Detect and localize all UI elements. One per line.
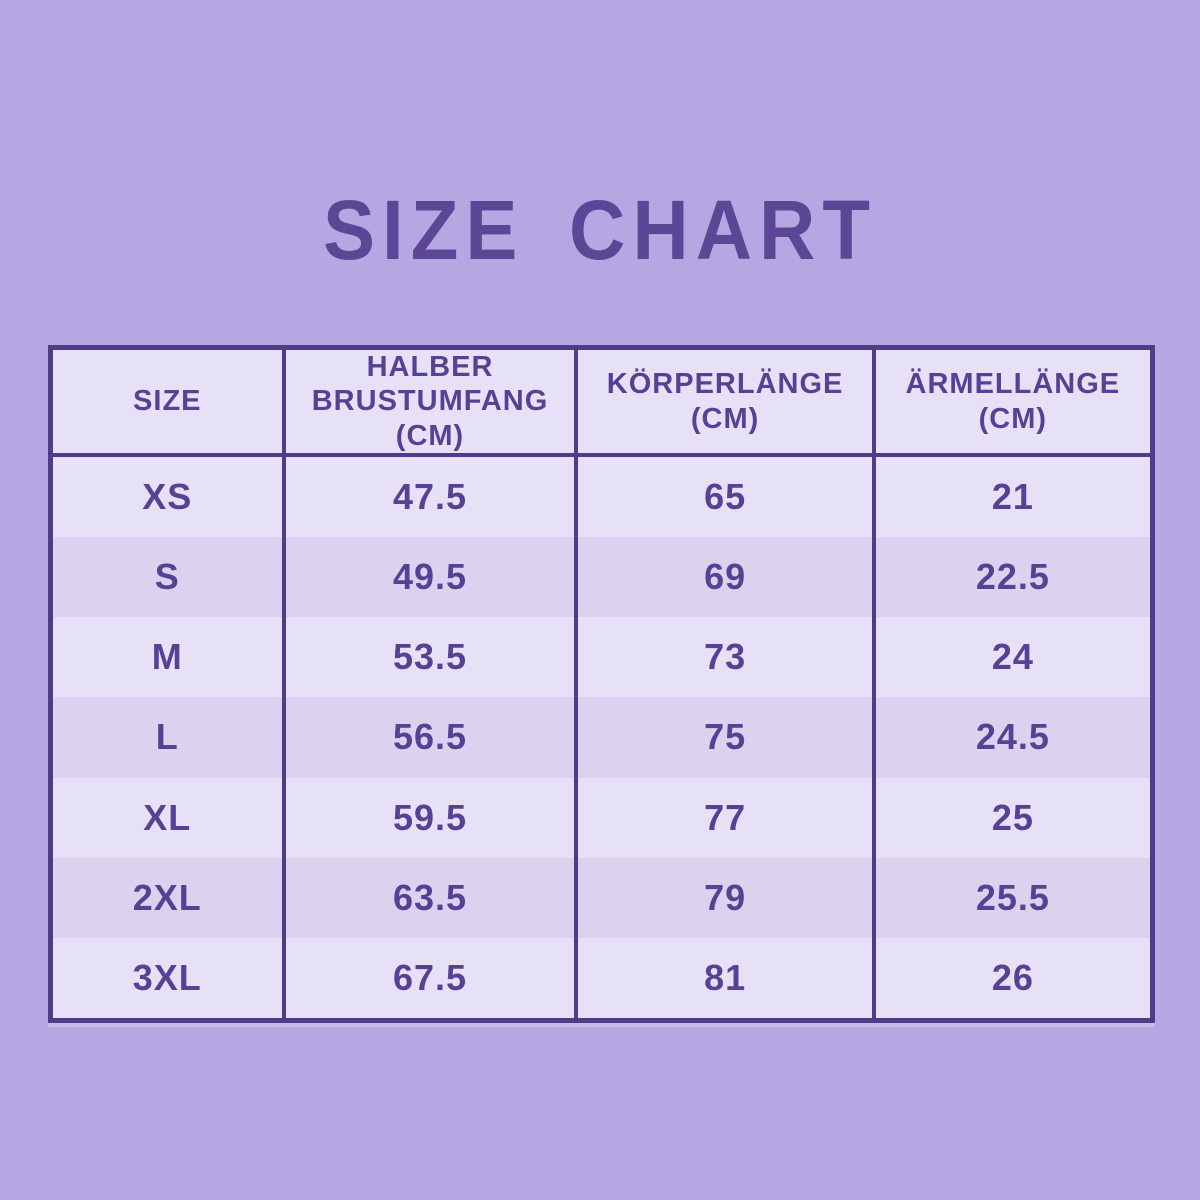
column-header-body-length: KÖRPERLÄNGE (CM) xyxy=(578,350,876,457)
table-cell-size: XL xyxy=(53,777,286,858)
table-cell-sleeve-length: 24 xyxy=(875,617,1150,698)
table-cell-sleeve-length: 22.5 xyxy=(875,537,1150,618)
table-cell-sleeve-length: 26 xyxy=(875,937,1150,1018)
page-title: SIZE CHART xyxy=(323,182,877,278)
table-cell-size: L xyxy=(53,697,286,778)
table-cell-chest: 49.5 xyxy=(285,537,579,618)
table-cell-body-length: 75 xyxy=(578,697,876,778)
table-cell-body-length: 65 xyxy=(578,457,876,538)
table-cell-size: XS xyxy=(53,457,286,538)
table-cell-body-length: 77 xyxy=(578,777,876,858)
table-cell-body-length: 69 xyxy=(578,537,876,618)
column-header-sleeve-length: ÄRMELLÄNGE (CM) xyxy=(875,350,1150,457)
table-cell-chest: 59.5 xyxy=(285,777,579,858)
table-cell-sleeve-length: 25 xyxy=(875,777,1150,858)
table-cell-size: 3XL xyxy=(53,937,286,1018)
table-cell-chest: 47.5 xyxy=(285,457,579,538)
table-cell-sleeve-length: 24.5 xyxy=(875,697,1150,778)
table-cell-body-length: 73 xyxy=(578,617,876,698)
table-cell-sleeve-length: 21 xyxy=(875,457,1150,538)
table-cell-size: M xyxy=(53,617,286,698)
table-cell-sleeve-length: 25.5 xyxy=(875,857,1150,938)
table-cell-size: S xyxy=(53,537,286,618)
table-cell-chest: 56.5 xyxy=(285,697,579,778)
column-header-size: SIZE xyxy=(53,350,286,457)
table-cell-body-length: 79 xyxy=(578,857,876,938)
table-cell-chest: 67.5 xyxy=(285,937,579,1018)
table-cell-body-length: 81 xyxy=(578,937,876,1018)
table-cell-chest: 53.5 xyxy=(285,617,579,698)
table-cell-chest: 63.5 xyxy=(285,857,579,938)
table-cell-size: 2XL xyxy=(53,857,286,938)
column-header-chest: HALBER BRUSTUMFANG (CM) xyxy=(285,350,579,457)
size-chart-table: SIZE HALBER BRUSTUMFANG (CM) KÖRPERLÄNGE… xyxy=(48,345,1155,1023)
